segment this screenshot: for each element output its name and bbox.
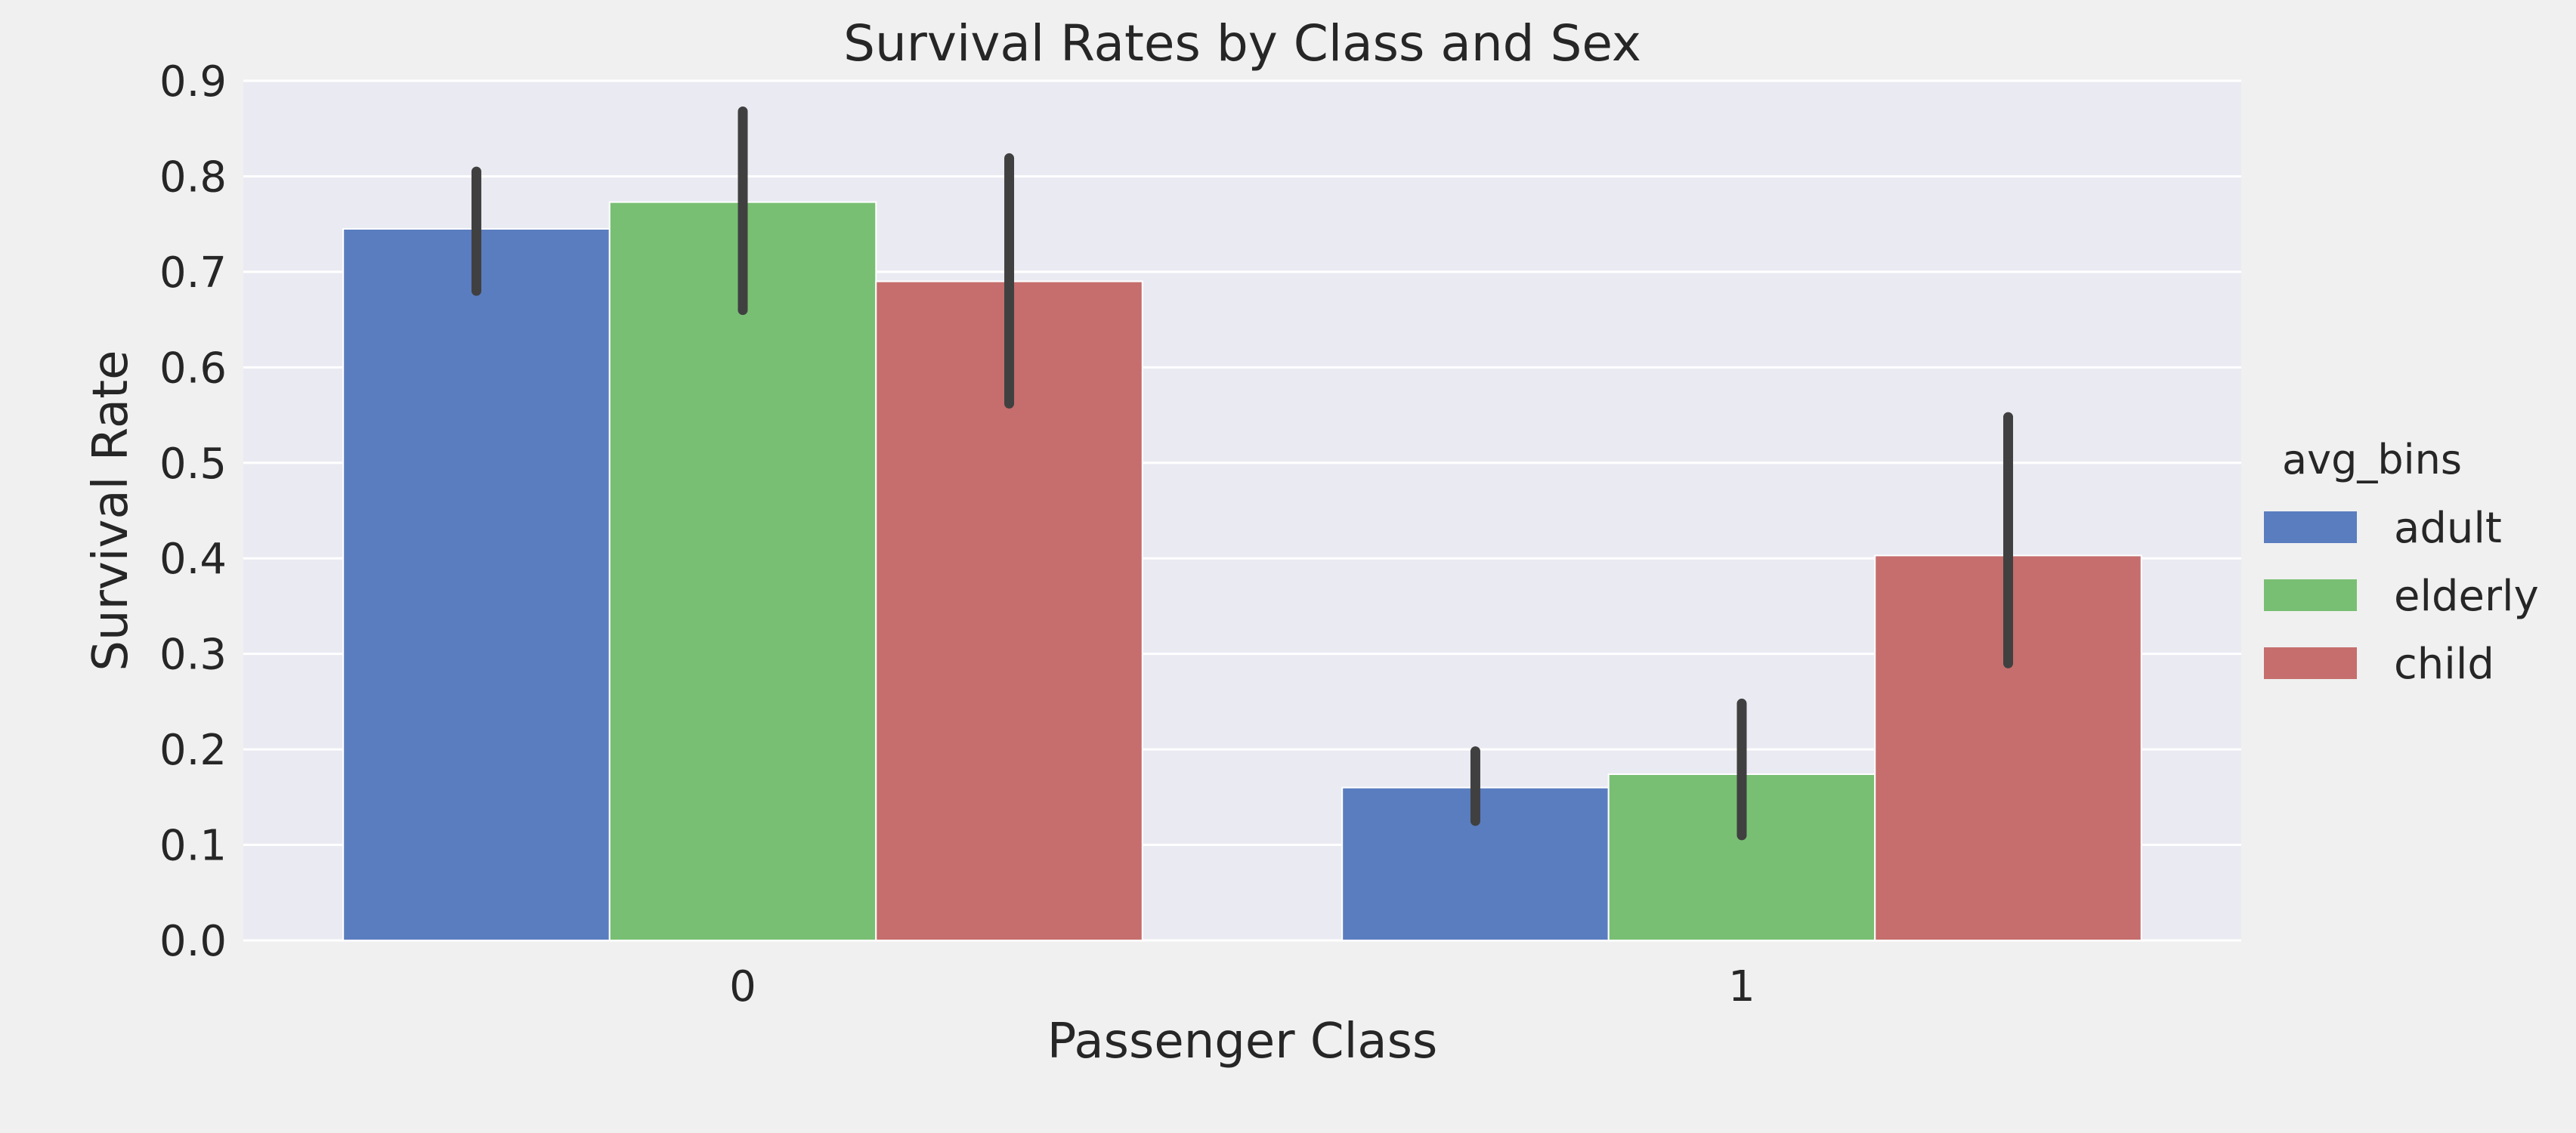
chart-title: Survival Rates by Class and Sex [843,14,1641,73]
bar-elderly-0 [608,201,877,941]
y-axis-label: Survival Rate [83,350,139,671]
y-tick-label: 0.9 [159,57,227,107]
y-tick-label: 0.3 [159,631,227,680]
y-tick-label: 0.1 [159,822,227,871]
legend-swatch-elderly [2264,579,2357,611]
y-tick-label: 0.6 [159,344,227,393]
legend: avg_bins adult elderly child [2264,436,2539,689]
legend-label-child: child [2394,640,2494,689]
error-bars [471,106,2014,841]
x-axis-label: Passenger Class [1047,1014,1438,1070]
x-tick-label: 0 [729,962,756,1011]
bar-child-1 [1874,554,2142,941]
legend-title: avg_bins [2282,436,2462,483]
y-tick-label: 0.8 [159,153,227,202]
legend-label-elderly: elderly [2394,572,2539,621]
y-tick-label: 0.7 [159,249,227,298]
x-tick-label: 1 [1728,962,1755,1011]
y-tick-label: 0.4 [159,535,227,584]
legend-label-adult: adult [2394,504,2502,553]
y-tick-label: 0.2 [159,726,227,775]
bar-adult-0 [342,227,611,941]
y-tick-labels: 0.0 0.1 0.2 0.3 0.4 0.5 0.6 0.7 0.8 0.9 [159,57,227,966]
legend-swatch-adult [2264,511,2357,543]
legend-swatch-child [2264,647,2357,679]
y-tick-label: 0.0 [159,917,227,966]
y-tick-label: 0.5 [159,440,227,489]
